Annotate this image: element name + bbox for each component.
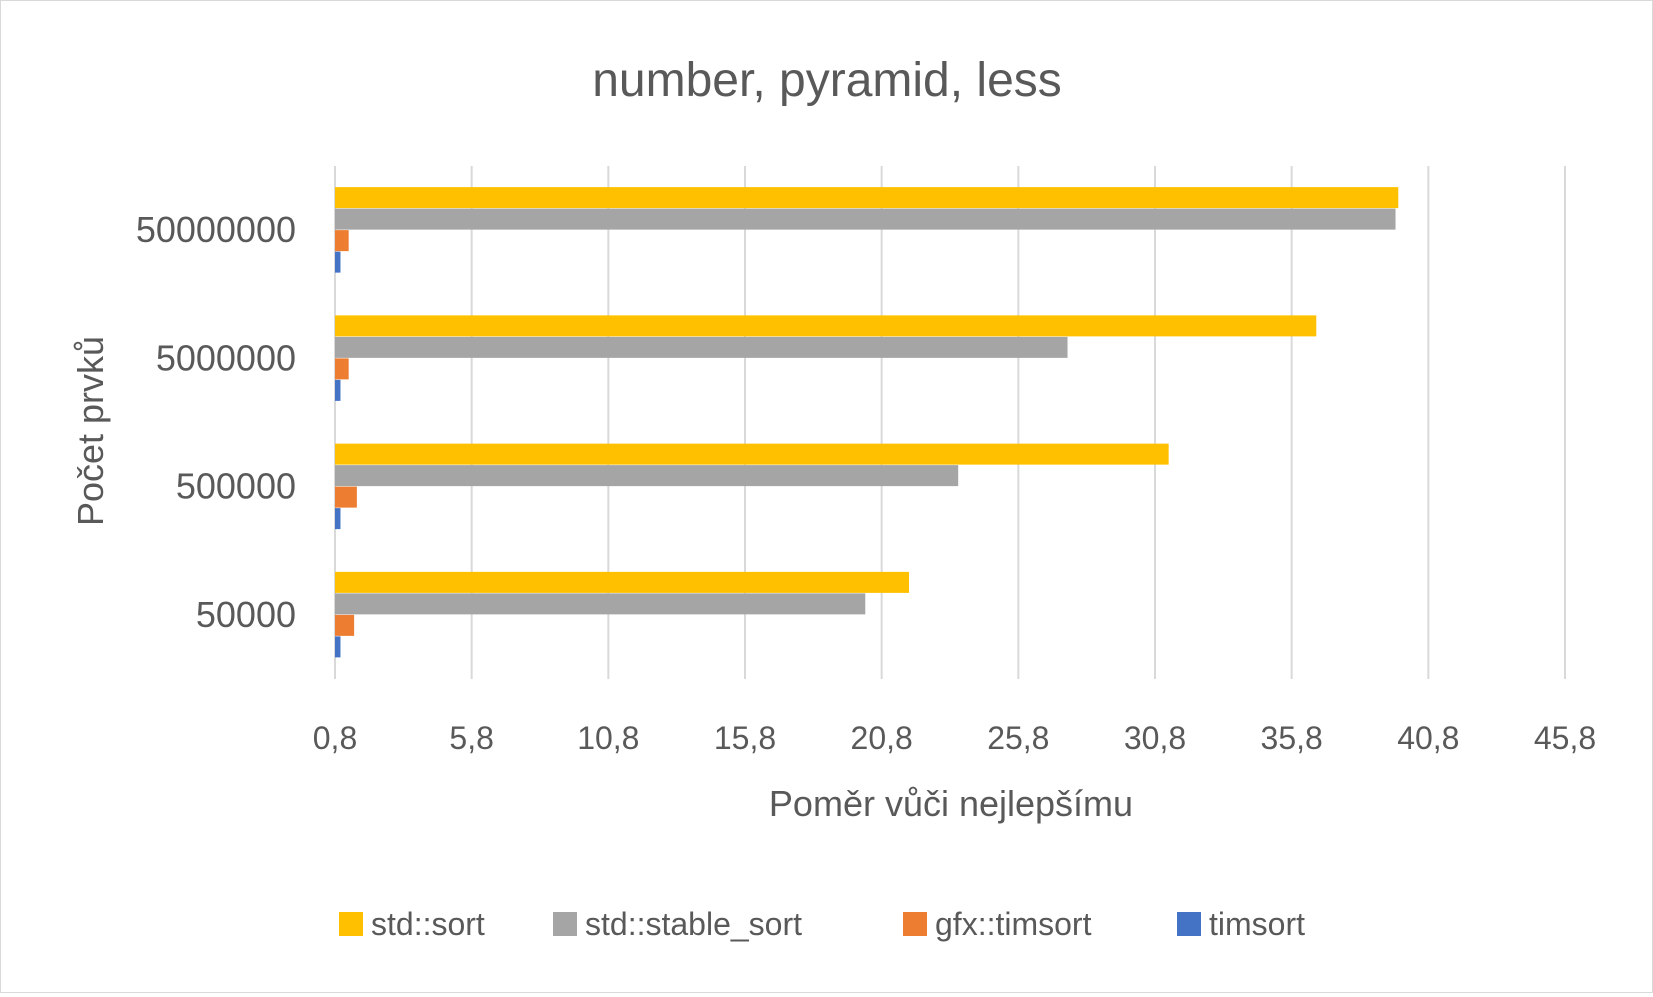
- bar-std-stable-sort-500000: [335, 465, 959, 487]
- x-tick-label: 35,8: [1261, 720, 1323, 756]
- legend-swatch: [339, 912, 363, 936]
- bar-timsort-5000000: [335, 379, 341, 401]
- x-tick-label: 5,8: [449, 720, 493, 756]
- bar-std-sort-50000: [335, 571, 909, 593]
- y-category-label: 5000000: [156, 337, 296, 378]
- legend-swatch: [1177, 912, 1201, 936]
- y-category-label: 500000: [176, 466, 296, 507]
- bars: [335, 187, 1399, 658]
- y-category-label: 50000000: [136, 209, 296, 250]
- bar-timsort-50000: [335, 636, 341, 658]
- bar-std-sort-50000000: [335, 187, 1399, 209]
- bar-timsort-500000: [335, 508, 341, 530]
- x-tick-label: 10,8: [577, 720, 639, 756]
- x-tick-label: 0,8: [313, 720, 357, 756]
- legend-swatch: [553, 912, 577, 936]
- bar-timsort-50000000: [335, 251, 341, 273]
- legend-label: std::sort: [371, 906, 485, 942]
- category-labels: 50000 500000 5000000 50000000: [136, 209, 296, 635]
- y-category-label: 50000: [196, 594, 296, 635]
- gridlines: [334, 166, 1566, 679]
- legend-label: timsort: [1209, 906, 1305, 942]
- x-tick-labels: 0,8 5,8 10,8 15,8 20,8 25,8 30,8 35,8 40,8 45,8: [313, 720, 1596, 756]
- y-axis-title: Počet prvků: [70, 336, 111, 526]
- legend-swatch: [903, 912, 927, 936]
- bar-gfx-timsort-500000: [335, 486, 357, 508]
- bar-std-stable-sort-5000000: [335, 336, 1068, 358]
- x-tick-label: 45,8: [1534, 720, 1596, 756]
- x-tick-label: 25,8: [987, 720, 1049, 756]
- x-tick-label: 30,8: [1124, 720, 1186, 756]
- x-tick-label: 15,8: [714, 720, 776, 756]
- bar-std-stable-sort-50000: [335, 593, 866, 615]
- chart-title: number, pyramid, less: [592, 54, 1062, 107]
- legend-label: std::stable_sort: [585, 906, 802, 942]
- bar-std-stable-sort-50000000: [335, 208, 1396, 230]
- legend-label: gfx::timsort: [935, 906, 1092, 942]
- bar-gfx-timsort-5000000: [335, 358, 349, 380]
- bar-std-sort-5000000: [335, 315, 1317, 337]
- legend: std::sort std::stable_sort gfx::timsort tim…: [339, 906, 1305, 942]
- x-tick-label: 20,8: [851, 720, 913, 756]
- x-axis-title: Poměr vůči nejlepšímu: [769, 783, 1133, 824]
- bar-gfx-timsort-50000: [335, 614, 355, 636]
- bar-std-sort-500000: [335, 443, 1169, 465]
- bar-gfx-timsort-50000000: [335, 230, 349, 252]
- x-tick-label: 40,8: [1397, 720, 1459, 756]
